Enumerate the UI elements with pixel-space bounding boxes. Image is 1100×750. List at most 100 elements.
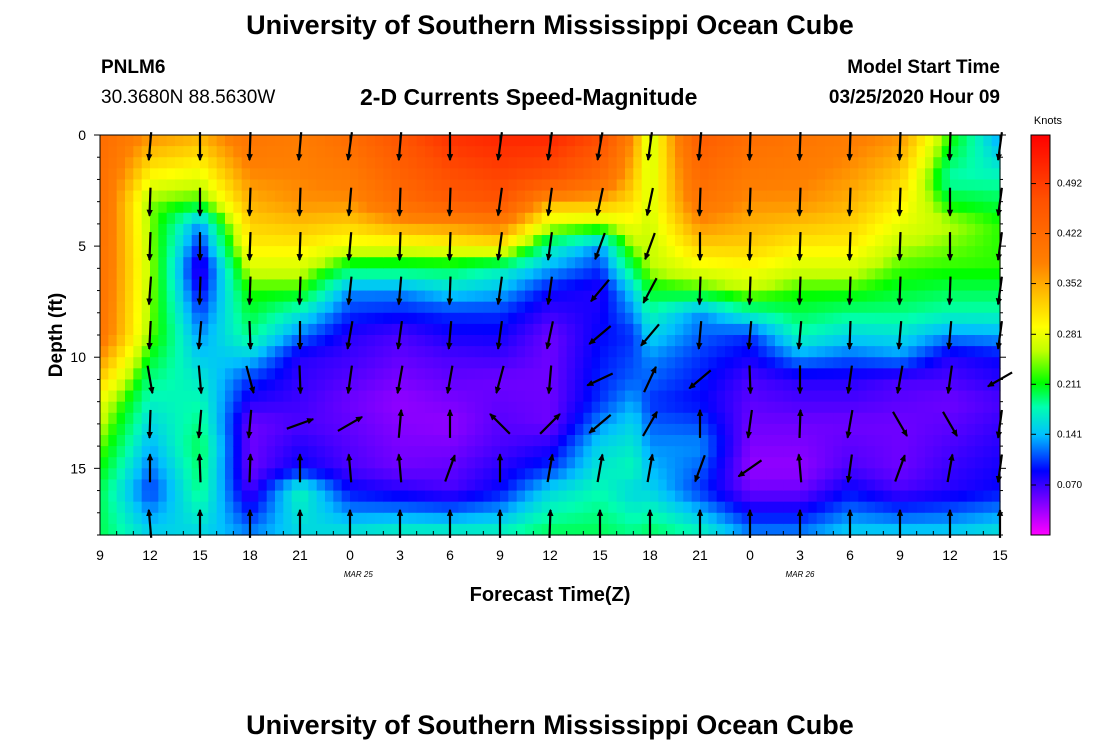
heat-cell [675, 423, 684, 436]
heat-cell [575, 212, 584, 225]
heat-cell [941, 279, 951, 292]
heat-cell [325, 201, 334, 214]
heat-cell [300, 335, 309, 347]
heat-cell [583, 468, 593, 481]
heat-cell [441, 268, 451, 281]
heat-cell [500, 157, 509, 169]
heat-cell [708, 323, 718, 336]
heat-cell [708, 190, 718, 203]
heat-cell [808, 479, 818, 492]
heat-cell [416, 179, 426, 192]
heat-cell [933, 235, 943, 247]
heat-cell [466, 201, 476, 214]
heat-cell [275, 246, 284, 258]
current-vector-arrow [346, 453, 353, 483]
heat-cell [825, 223, 834, 236]
heat-cell [258, 390, 268, 403]
heat-cell [475, 301, 484, 314]
heat-cell [558, 512, 568, 525]
heat-cell [650, 523, 659, 536]
heat-cell [650, 257, 659, 269]
heat-cell [975, 512, 984, 525]
heat-cell [408, 268, 418, 281]
heat-cell [366, 146, 376, 158]
heat-cell [416, 257, 426, 269]
heat-cell [241, 412, 251, 425]
current-vector-arrow [590, 279, 610, 303]
heat-cell [516, 512, 526, 525]
heat-cell [325, 335, 334, 347]
heat-cell [858, 501, 868, 514]
heat-cell [166, 435, 176, 447]
heat-cell [925, 379, 934, 392]
heat-cell [700, 468, 709, 481]
heat-cell [850, 223, 859, 236]
heat-cell [333, 346, 343, 358]
heat-cell [825, 290, 834, 303]
heat-cell [733, 246, 743, 258]
heat-cell [900, 201, 909, 214]
current-vector-arrow [644, 232, 656, 261]
heat-cell [550, 523, 559, 536]
heat-cell [375, 457, 384, 469]
heat-cell [308, 390, 318, 403]
heat-cell [533, 346, 543, 358]
heat-cell [441, 446, 451, 458]
heat-cell [350, 468, 359, 481]
heat-cell [150, 446, 159, 458]
heat-cell [541, 168, 551, 181]
heat-cell [808, 190, 818, 203]
heat-cell [125, 257, 134, 269]
heat-cell [391, 290, 401, 303]
heat-cell [491, 512, 501, 525]
heat-cell [625, 512, 634, 525]
heat-cell [916, 190, 926, 203]
heat-cell [475, 523, 484, 536]
heat-cell [283, 223, 293, 236]
heat-cell [866, 357, 876, 369]
heat-cell [616, 212, 626, 225]
heat-cell [625, 301, 634, 314]
heat-cell [550, 390, 559, 403]
heat-cell [791, 368, 801, 381]
heat-cell [841, 268, 851, 281]
heat-cell [750, 157, 759, 169]
heat-cell [733, 501, 743, 514]
heat-cell [841, 257, 851, 269]
heat-cell [583, 335, 593, 347]
heat-cell [750, 212, 759, 225]
heat-cell [758, 201, 768, 214]
heat-cell [116, 446, 126, 458]
heat-cell [550, 268, 559, 281]
heat-cell [291, 390, 301, 403]
heat-cell [933, 412, 943, 425]
heat-cell [466, 323, 476, 336]
heat-cell [183, 512, 193, 525]
heat-cell [175, 379, 184, 392]
heat-cell [391, 479, 401, 492]
heat-cell [908, 457, 918, 469]
heat-cell [925, 135, 934, 147]
heat-cell [100, 423, 109, 436]
heat-cell [725, 223, 734, 236]
heat-cell [375, 368, 384, 381]
heat-cell [616, 301, 626, 314]
heat-cell [458, 479, 468, 492]
heat-cell [591, 368, 601, 381]
heat-cell [341, 457, 351, 469]
heat-cell [275, 168, 284, 181]
heat-cell [483, 435, 493, 447]
heat-cell [533, 457, 543, 469]
heat-cell [783, 379, 793, 392]
current-vector-arrow [446, 321, 453, 350]
heat-cell [241, 501, 251, 514]
heat-cell [266, 423, 276, 436]
heat-cell [925, 312, 934, 325]
heat-cell [166, 412, 176, 425]
heat-cell [850, 290, 859, 303]
heat-cell [666, 357, 676, 369]
heat-cell [558, 390, 568, 403]
heat-cell [350, 357, 359, 369]
heat-cell [658, 157, 668, 169]
heat-cell [666, 412, 676, 425]
